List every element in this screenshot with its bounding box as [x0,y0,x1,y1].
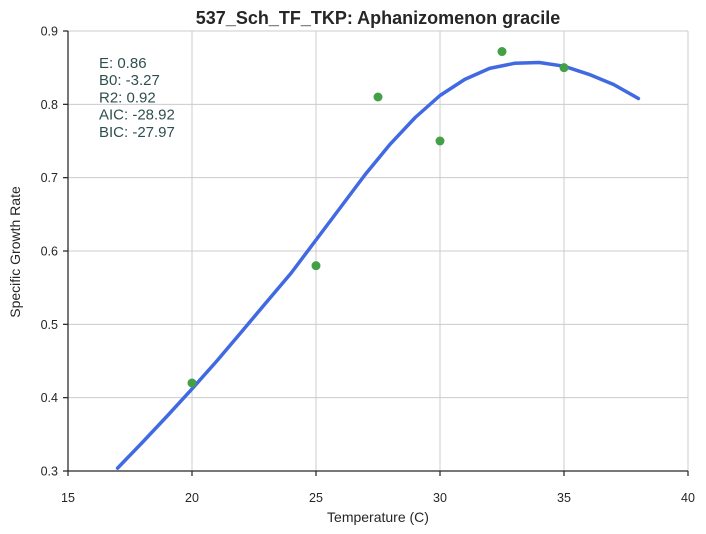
x-tick-label: 20 [185,491,199,505]
y-tick-label: 0.5 [41,318,58,332]
grid [68,30,689,471]
x-tick-label: 40 [681,491,695,505]
y-tick-label: 0.3 [41,465,58,479]
y-tick-label: 0.7 [41,171,58,185]
data-point [435,136,445,146]
y-tick-label: 0.6 [41,245,58,259]
chart-title: 537_Sch_TF_TKP: Aphanizomenon gracile [196,8,560,28]
data-point [187,378,197,388]
data-point [311,261,321,271]
fit-curve [115,60,641,470]
fit-stat-line: AIC: -28.92 [99,107,175,124]
fit-stat-line: B0: -3.27 [99,72,160,89]
y-tick-label: 0.9 [41,25,58,39]
x-axis-label: Temperature (C) [327,509,429,525]
y-axis-label: Specific Growth Rate [7,186,23,318]
fit-stat-line: BIC: -27.97 [99,124,175,141]
y-tick-label: 0.8 [41,98,58,112]
fit-curve-layer [115,60,641,470]
fit-stat-line: E: 0.86 [99,55,147,72]
data-point [497,47,507,57]
data-point [373,92,383,102]
x-tick-label: 30 [433,491,447,505]
fit-stat-line: R2: 0.92 [99,89,156,106]
data-points-layer [187,47,569,388]
data-point [559,63,569,73]
x-tick-label: 35 [557,491,571,505]
y-tick-label: 0.4 [41,391,58,405]
x-tick-label: 15 [61,491,75,505]
x-tick-label: 25 [309,491,323,505]
ticks: 0.3 0.4 0.5 0.6 0.7 0.8 0.9 15 20 25 30 35 40 [41,25,695,506]
